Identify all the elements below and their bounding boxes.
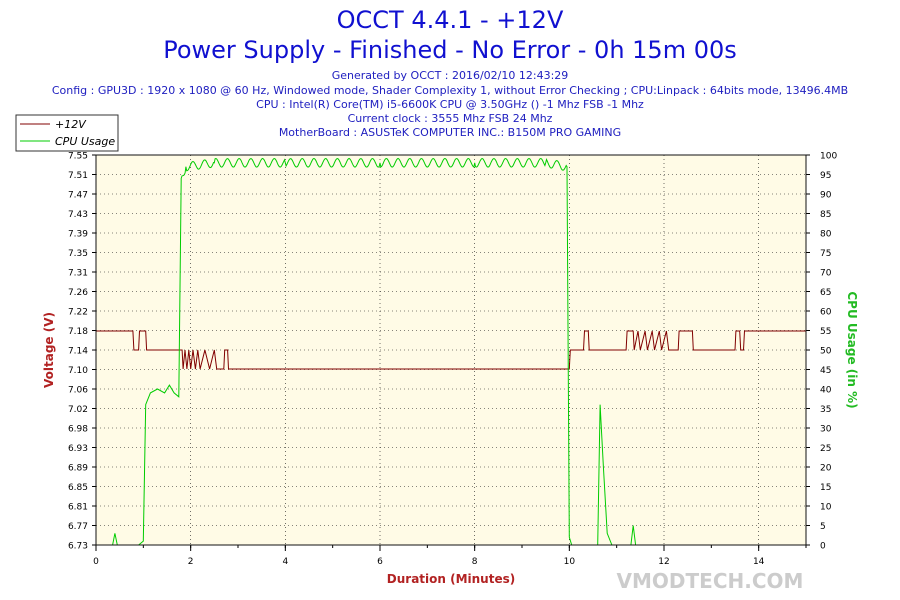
y-right-tick-label: 30 (820, 425, 832, 435)
y-left-tick-label: 6.81 (68, 503, 88, 513)
y-right-tick-label: 35 (820, 405, 831, 415)
x-tick-label: 6 (377, 557, 383, 567)
info-motherboard: MotherBoard : ASUSTeK COMPUTER INC.: B15… (278, 126, 622, 139)
y-right-tick-label: 55 (820, 327, 831, 337)
y-right-tick-label: 40 (820, 386, 832, 396)
y-right-tick-label: 25 (820, 444, 831, 454)
y-right-tick-label: 5 (820, 522, 826, 532)
y-left-tick-label: 6.89 (68, 464, 88, 474)
y-left-tick-label: 6.85 (68, 483, 88, 493)
y-left-tick-label: 7.39 (68, 230, 88, 240)
y-right-tick-label: 80 (820, 230, 832, 240)
y-left-tick-label: 6.77 (68, 522, 88, 532)
y-right-tick-label: 85 (820, 210, 831, 220)
x-tick-label: 12 (658, 557, 669, 567)
y-left-tick-label: 7.22 (68, 308, 88, 318)
y-left-tick-label: 7.06 (68, 386, 88, 396)
x-axis: 0 2 4 6 8 10 12 14 (93, 545, 807, 567)
y-right-tick-label: 100 (820, 152, 837, 162)
y-right-tick-label: 10 (820, 503, 832, 513)
y-left-tick-label: 7.26 (68, 288, 88, 298)
watermark-text: VMODTECH.COM (617, 569, 804, 593)
plot-frame (95, 154, 807, 546)
y-right-tick-label: 65 (820, 288, 831, 298)
info-generated: Generated by OCCT : 2016/02/10 12:43:29 (331, 69, 569, 82)
y-left-tick-label: 7.43 (68, 210, 88, 220)
y-right-tick-label: 90 (820, 191, 832, 201)
y-left-tick-label: 7.35 (68, 249, 88, 259)
chart-subtitle: Power Supply - Finished - No Error - 0h … (163, 36, 737, 64)
x-tick-label: 10 (564, 557, 576, 567)
y-left-tick-label: 6.73 (68, 542, 88, 552)
y-left-tick-label: 7.18 (68, 327, 88, 337)
y-left-tick-label: 7.10 (68, 366, 88, 376)
x-tick-label: 4 (282, 557, 288, 567)
y-right-tick-label: 60 (820, 308, 832, 318)
legend-label-cpu: CPU Usage (55, 135, 115, 148)
y-left-tick-label: 7.51 (68, 171, 88, 181)
y-right-tick-label: 0 (820, 542, 826, 552)
y-right-axis-label: CPU Usage (in %) (845, 291, 859, 408)
x-tick-label: 0 (93, 557, 99, 567)
x-tick-label: 2 (188, 557, 194, 567)
y-left-tick-label: 7.02 (68, 405, 88, 415)
y-right-tick-label: 95 (820, 171, 831, 181)
y-right-tick-label: 45 (820, 366, 831, 376)
info-cpu: CPU : Intel(R) Core(TM) i5-6600K CPU @ 3… (256, 98, 644, 111)
y-left-tick-label: 7.55 (68, 152, 88, 162)
x-tick-label: 14 (753, 557, 765, 567)
x-tick-label: 8 (472, 557, 478, 567)
y-left-tick-label: 7.31 (68, 269, 88, 279)
y-right-tick-label: 75 (820, 249, 831, 259)
y-right-tick-label: 20 (820, 464, 832, 474)
chart-title: OCCT 4.4.1 - +12V (336, 6, 564, 34)
y-right-tick-label: 15 (820, 483, 831, 493)
series-cpu-line (96, 157, 806, 546)
series-voltage-line (96, 330, 806, 370)
y-left-axis-label: Voltage (V) (42, 312, 56, 388)
y-right-tick-label: 70 (820, 269, 832, 279)
legend-label-voltage: +12V (55, 118, 87, 131)
y-left-axis: 6.73 6.77 6.81 6.85 6.89 6.93 6.98 7.02 7.06 7.10… (68, 152, 96, 552)
x-axis-label: Duration (Minutes) (387, 572, 515, 586)
y-left-tick-label: 7.47 (68, 191, 88, 201)
y-left-tick-label: 7.14 (68, 347, 88, 357)
y-right-axis: 0 5 10 15 20 25 30 35 40 45 50 55 60 65 70 75 80 85 90 95 10… (806, 152, 837, 552)
legend-box (15, 114, 119, 152)
y-right-tick-label: 50 (820, 347, 832, 357)
y-left-tick-label: 6.93 (68, 444, 88, 454)
info-config: Config : GPU3D : 1920 x 1080 @ 60 Hz, Wi… (51, 84, 849, 97)
legend: +12V CPU Usage (15, 114, 119, 152)
y-left-tick-label: 6.98 (68, 425, 88, 435)
info-clock: Current clock : 3555 Mhz FSB 24 Mhz (347, 112, 553, 125)
